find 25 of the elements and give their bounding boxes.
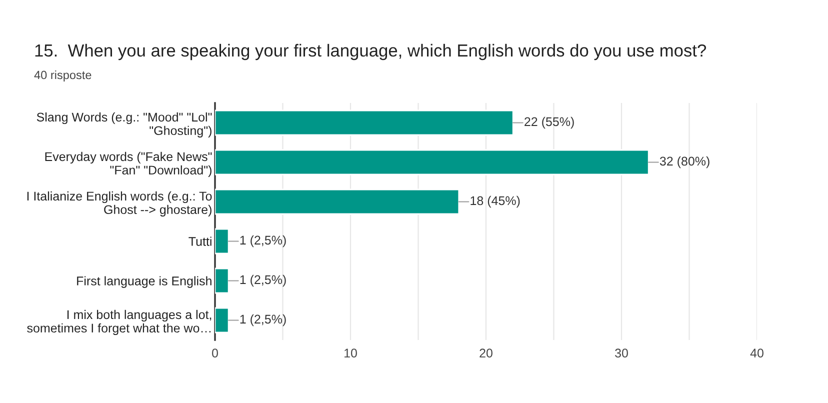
bar (215, 149, 650, 176)
data-label: 1 (2,5%) (240, 235, 286, 248)
bar (215, 110, 514, 136)
data-label: 22 (55%) (524, 116, 574, 129)
data-label: 1 (2,5%) (240, 314, 286, 326)
bar (215, 228, 230, 254)
chart-title: 15. When you are speaking your first language, which English words do you use most? (35, 44, 706, 60)
y-tick-label: Tutti (188, 236, 212, 246)
data-label: 1 (2,5%) (240, 274, 286, 287)
x-tick-label: 30 (615, 348, 628, 358)
y-tick-label: Everyday words ("Fake News" "Fan" "Download") (45, 152, 212, 178)
y-tick-label: First language is English (77, 276, 212, 288)
y-tick-label: I mix both languages a lot, sometimes I forget what the wo… (27, 310, 212, 336)
x-tick-label: 40 (750, 348, 764, 358)
data-label: 18 (45%) (470, 196, 520, 208)
x-tick-label: 10 (344, 348, 357, 358)
x-tick-label: 20 (480, 348, 492, 358)
data-label: 32 (80%) (660, 156, 710, 168)
bar (215, 188, 460, 215)
text: 40 risposte (34, 70, 92, 82)
x-tick-label: 0 (212, 348, 218, 358)
y-tick-label: I Italianize English words (e.g.: To Ghost --> ghostare) (27, 191, 212, 217)
y-tick-label: Slang Words (e.g.: "Mood" "Lol" "Ghosting") (36, 112, 212, 138)
bar (215, 307, 230, 334)
bar (215, 268, 230, 294)
